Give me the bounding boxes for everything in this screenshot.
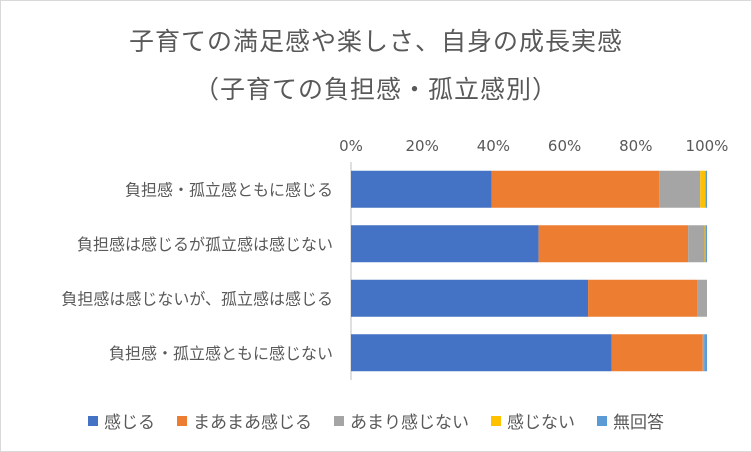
legend-swatch — [491, 415, 501, 426]
legend-item: 感じる — [88, 408, 155, 433]
legend-label: まあまあ感じる — [193, 413, 312, 433]
legend-swatch — [177, 415, 187, 426]
legend-item: 感じない — [491, 408, 575, 433]
x-tick-label: 40% — [477, 137, 510, 155]
bar-segment — [611, 334, 703, 372]
bar-segment — [705, 225, 707, 263]
legend-item: あまり感じない — [334, 408, 469, 433]
x-tick-label: 60% — [548, 137, 581, 155]
x-tick-label: 80% — [619, 137, 652, 155]
bar-segment — [697, 279, 707, 317]
legend-label: あまり感じない — [350, 413, 469, 433]
bar-segment — [491, 170, 660, 208]
legend: 感じる まあまあ感じる あまり感じない 感じない 無回答 — [0, 408, 752, 433]
bar-segment — [588, 279, 698, 317]
legend-swatch — [88, 415, 98, 426]
legend-swatch — [597, 415, 607, 426]
legend-item: 無回答 — [597, 408, 664, 433]
category-label: 負担感・孤立感ともに感じる — [125, 180, 333, 199]
bar-segment — [351, 279, 589, 317]
legend-item: まあまあ感じる — [177, 408, 312, 433]
x-tick-label: 0% — [339, 137, 363, 155]
x-tick-label: 20% — [406, 137, 439, 155]
bar-segment — [659, 170, 701, 208]
x-tick-label: 100% — [686, 137, 729, 155]
legend-label: 感じる — [104, 413, 155, 433]
chart-subtitle: （子育ての負担感・孤立感別） — [193, 75, 558, 104]
bar-segment — [704, 334, 707, 372]
bar-segment — [704, 225, 706, 263]
bar-segment — [705, 170, 707, 208]
legend-swatch — [334, 415, 344, 426]
category-label: 負担感・孤立感ともに感じない — [109, 344, 333, 363]
chart-title: 子育ての満足感や楽しさ、自身の成長実感 — [128, 27, 623, 56]
legend-label: 無回答 — [613, 413, 664, 433]
bar-segment — [700, 170, 706, 208]
category-label: 負担感は感じるが孤立感は感じない — [77, 235, 333, 254]
bar-segment — [688, 225, 705, 263]
bar-segment — [351, 334, 612, 372]
bar-segment — [351, 225, 539, 263]
bar-segment — [351, 170, 492, 208]
legend-label: 感じない — [507, 413, 575, 433]
category-label: 負担感は感じないが、孤立感は感じる — [61, 289, 333, 308]
bar-segment — [538, 225, 689, 263]
bar-segment — [702, 334, 705, 372]
